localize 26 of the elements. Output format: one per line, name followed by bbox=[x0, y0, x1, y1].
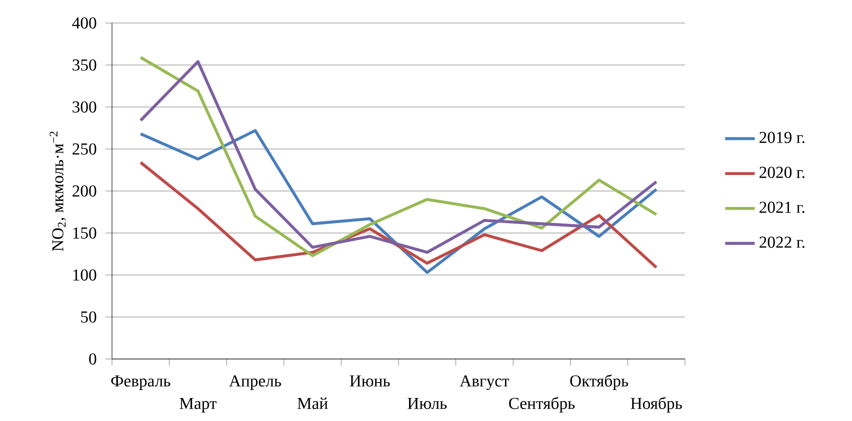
y-tick-label: 100 bbox=[73, 269, 96, 281]
y-tick-label: 300 bbox=[72, 101, 96, 113]
x-tick-label: Май bbox=[297, 397, 328, 410]
line-series bbox=[139, 160, 658, 269]
y-tick-label: 400 bbox=[72, 17, 96, 29]
y-axis-title: NO$_{2}$, мкмоль·м$^{−2}$ bbox=[50, 132, 66, 252]
x-tick-label: Июль bbox=[408, 398, 447, 410]
x-tick-label: Август bbox=[460, 375, 510, 390]
x-tick-label: Сентябрь bbox=[509, 396, 575, 412]
y-tick-label: 50 bbox=[81, 311, 96, 323]
line-series bbox=[139, 129, 658, 274]
y-tick-label: 0 bbox=[89, 353, 96, 365]
legend-label: 2020 г. bbox=[760, 166, 804, 178]
y-tick-label: 350 bbox=[72, 59, 96, 71]
x-tick-label: Июнь bbox=[350, 375, 390, 387]
x-tick-label: Октябрь bbox=[570, 374, 628, 390]
x-tick-label: Февраль bbox=[111, 375, 170, 390]
x-tick-label: Март bbox=[180, 398, 217, 412]
y-tick-label: 200 bbox=[72, 185, 96, 197]
legend-label: 2021 г. bbox=[760, 202, 804, 213]
legend-label: 2022 г. bbox=[760, 236, 804, 248]
legend-label: 2019 г. bbox=[760, 132, 804, 144]
x-tick-label: Ноябрь bbox=[630, 396, 682, 412]
y-tick-label: 150 bbox=[73, 227, 96, 239]
x-tick-label: Апрель bbox=[229, 375, 282, 390]
y-tick-label: 250 bbox=[72, 143, 96, 155]
